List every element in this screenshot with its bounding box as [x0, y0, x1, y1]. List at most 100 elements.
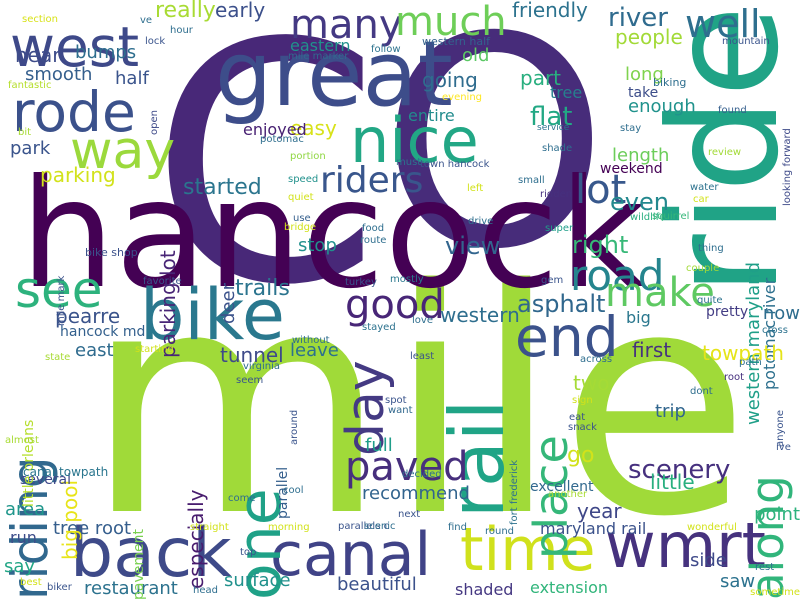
word: almost — [5, 435, 39, 446]
word: parking — [40, 163, 116, 187]
word: enjoyed — [243, 120, 307, 139]
word: open — [149, 110, 160, 135]
word: east — [75, 340, 114, 361]
word: potomac — [260, 134, 304, 145]
word: use — [293, 213, 311, 224]
word: hancock — [20, 148, 646, 322]
word: recommend — [362, 483, 470, 504]
word: decided — [402, 469, 442, 480]
word: portion — [290, 151, 326, 162]
word: hour — [170, 25, 193, 36]
word: even — [610, 188, 669, 216]
word: road — [570, 251, 665, 300]
word: biking — [653, 76, 687, 89]
word: area — [5, 499, 46, 520]
word: head — [193, 585, 218, 596]
word: review — [708, 147, 742, 158]
word: left — [467, 183, 484, 194]
word: west — [10, 15, 140, 79]
word: time — [460, 515, 596, 585]
word: enough — [628, 96, 696, 117]
word: section — [22, 14, 59, 25]
word: say — [4, 556, 36, 577]
word: western — [440, 303, 520, 327]
word: part — [520, 66, 562, 90]
word: western half — [422, 35, 491, 48]
word: bridge — [284, 222, 317, 233]
word: food — [362, 223, 385, 234]
word: car — [693, 194, 709, 205]
word: spot — [385, 395, 407, 406]
word: end — [515, 305, 619, 369]
word: follow — [371, 44, 401, 55]
word: beautiful — [337, 574, 417, 595]
word: half — [115, 68, 149, 89]
word: speed — [288, 174, 319, 185]
word: go — [567, 443, 595, 468]
word: riders — [320, 160, 424, 201]
word: pearre — [55, 304, 121, 328]
word: early — [215, 0, 266, 22]
word: dont — [690, 386, 713, 397]
word: path — [739, 357, 762, 368]
word: cool — [283, 485, 304, 496]
word: without — [292, 335, 330, 346]
word: towpath — [702, 341, 784, 365]
word: stay — [620, 123, 642, 134]
word: asphalt — [517, 290, 606, 318]
word: tunnel — [220, 343, 284, 367]
word: trails — [235, 276, 290, 301]
word: easy — [290, 116, 337, 140]
word: restaurant — [84, 578, 178, 599]
word: least — [410, 351, 435, 362]
word: really — [155, 0, 216, 23]
word: going — [422, 68, 478, 92]
word: turkey — [345, 277, 377, 288]
word: saw — [720, 571, 756, 592]
word: C — [150, 0, 381, 357]
word: back — [70, 514, 232, 593]
word: bike — [140, 274, 285, 356]
word: straight — [190, 522, 229, 533]
word: snack — [568, 422, 597, 433]
word: view — [445, 232, 501, 260]
word: come — [228, 493, 256, 504]
word: bike shop — [85, 246, 138, 259]
word: people — [615, 25, 683, 49]
word: mountain — [722, 36, 770, 47]
word: O — [380, 0, 609, 313]
word: near — [15, 43, 61, 67]
word: starting — [135, 344, 174, 355]
word: several — [20, 472, 72, 488]
word: sometime — [750, 587, 800, 598]
word: paved — [345, 444, 469, 490]
word: root — [724, 372, 745, 383]
word: eat — [569, 412, 586, 423]
word: route — [360, 235, 387, 246]
word: parking lot — [156, 250, 180, 358]
word: shade — [542, 143, 573, 154]
word: little orleans — [21, 419, 37, 507]
word: much — [395, 0, 507, 45]
word: around — [289, 409, 300, 445]
word: river — [608, 3, 668, 33]
word: next — [398, 509, 421, 520]
word: gem — [541, 275, 564, 286]
word: surface — [224, 570, 291, 591]
word: mile marker — [288, 51, 349, 62]
word: friendly — [512, 0, 588, 22]
word: ve — [140, 15, 153, 26]
word: old — [462, 45, 490, 66]
word: wildlife — [630, 212, 666, 223]
word: drive — [468, 216, 494, 227]
word: big pool — [58, 479, 82, 560]
word: thing — [698, 243, 724, 254]
word: well — [685, 2, 761, 46]
word: leave — [290, 340, 339, 361]
word: pretty — [706, 304, 749, 320]
word: mile mark — [56, 275, 67, 326]
word: virginia — [243, 361, 281, 372]
word: point — [754, 504, 800, 525]
word: mile — [85, 224, 750, 585]
word: see — [15, 261, 103, 319]
